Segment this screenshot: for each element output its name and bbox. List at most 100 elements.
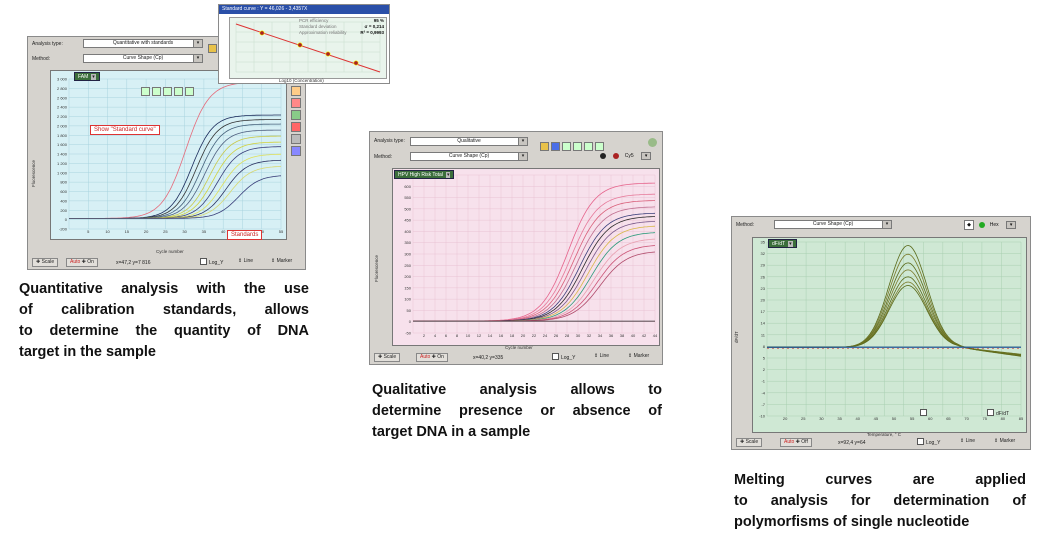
- open-icon[interactable]: [540, 142, 549, 152]
- arrow-icon[interactable]: ◆: [964, 220, 974, 230]
- scale-button[interactable]: ✚ Scale: [32, 258, 59, 267]
- chevron-down-icon[interactable]: ▾: [641, 152, 652, 160]
- channel-color-selector[interactable]: ◆ Hex ▾: [964, 220, 1017, 230]
- caption-line: of calibration standards, allows: [19, 302, 309, 318]
- y-axis-title: Fluorescence: [374, 254, 379, 282]
- y-tick-label: -10: [759, 414, 766, 419]
- line-toggle[interactable]: ⇕ Line: [960, 438, 976, 444]
- inset-x-axis-title: Log10 (Concentration): [279, 78, 324, 83]
- x-tick-label: 80: [1001, 416, 1006, 421]
- log-y-label: Log_Y: [561, 355, 576, 361]
- chart-icon[interactable]: [174, 87, 183, 97]
- table-icon[interactable]: [584, 142, 593, 152]
- cursor-coordinates: x=40,2 y=335: [473, 355, 504, 361]
- grid-icon[interactable]: [573, 142, 582, 152]
- auto-off-button[interactable]: Auto ✚ Off: [780, 438, 812, 447]
- chevron-down-icon[interactable]: ▾: [788, 241, 793, 247]
- y-tick-label: 35: [761, 240, 766, 245]
- channel-selector[interactable]: HPV High Risk Total ▾: [394, 170, 455, 179]
- chevron-down-icon[interactable]: ▾: [91, 74, 96, 80]
- analysis-type-select[interactable]: Qualitative ▾: [410, 137, 528, 146]
- channel-selector[interactable]: dF/dT ▾: [768, 239, 797, 248]
- y-tick-label: 350: [404, 240, 411, 245]
- y-tick-label: 600: [60, 189, 67, 194]
- x-tick-label: 25: [163, 229, 168, 234]
- x-tick-label: 36: [609, 333, 614, 338]
- qualitative-analysis-window: Analysis type: Qualitative ▾ Method: Cur…: [369, 131, 663, 365]
- save-icon[interactable]: [551, 142, 560, 152]
- analysis-type-select[interactable]: Quantitative with standards ▾: [83, 39, 203, 48]
- y-tick-label: 300: [404, 252, 411, 257]
- dot-icon: [613, 152, 620, 159]
- x-tick-label: 8: [456, 333, 459, 338]
- marker-toggle[interactable]: ⇕ Marker: [994, 438, 1016, 444]
- amplification-curve: [69, 175, 282, 219]
- open-icon[interactable]: [208, 44, 217, 54]
- x-tick-label: 10: [466, 333, 471, 338]
- chart-icon[interactable]: [595, 142, 604, 152]
- scale-button[interactable]: ✚ Scale: [736, 438, 763, 447]
- close-icon[interactable]: [185, 87, 194, 97]
- x-tick-label: 4: [434, 333, 437, 338]
- toggle-checkbox[interactable]: [920, 409, 929, 418]
- marker-icon[interactable]: [291, 98, 301, 108]
- caption-line: determine presence or absence of: [372, 403, 662, 419]
- y-tick-label: 550: [404, 195, 411, 200]
- channel-selector[interactable]: FAM ▾: [74, 72, 100, 81]
- line-toggle[interactable]: ⇕ Line: [238, 258, 254, 264]
- x-tick-label: 50: [892, 416, 897, 421]
- x-tick-label: 2: [423, 333, 426, 338]
- print-icon[interactable]: [562, 142, 571, 152]
- chevron-down-icon[interactable]: ▾: [445, 172, 451, 178]
- grid-icon[interactable]: [141, 87, 150, 97]
- settings-icon[interactable]: [648, 138, 657, 147]
- x-tick-label: 45: [874, 416, 879, 421]
- method-select[interactable]: Curve Shape (Cp) ▾: [83, 54, 203, 63]
- x-axis-title: Cycle number: [156, 249, 184, 254]
- x-tick-label: 85: [1019, 416, 1024, 421]
- x-tick-label: 40: [221, 229, 226, 234]
- chevron-down-icon[interactable]: ▾: [193, 55, 202, 62]
- log-y-checkbox[interactable]: Log_Y: [552, 353, 575, 362]
- channel-color-selector[interactable]: Cy5 ▾: [600, 152, 652, 160]
- chevron-down-icon[interactable]: ▾: [518, 153, 527, 160]
- x-tick-label: 20: [144, 229, 149, 234]
- method-label: Method:: [736, 222, 755, 228]
- y-tick-label: 150: [404, 285, 411, 290]
- cy5-label: Cy5: [624, 153, 634, 159]
- auto-on-button[interactable]: Auto ✚ On: [416, 353, 448, 362]
- list-icon[interactable]: [291, 134, 301, 144]
- chevron-down-icon[interactable]: ▾: [882, 221, 891, 228]
- line-label: Line: [243, 258, 254, 264]
- log-y-checkbox[interactable]: Log_Y: [917, 438, 940, 447]
- scale-label: Scale: [383, 354, 397, 360]
- scale-button[interactable]: ✚ Scale: [374, 353, 401, 362]
- channel-label: dF/dT: [772, 241, 786, 247]
- line-toggle[interactable]: ⇕ Line: [594, 353, 610, 359]
- x-tick-label: 20: [783, 416, 788, 421]
- chevron-down-icon[interactable]: ▾: [1006, 221, 1017, 229]
- method-select[interactable]: Curve Shape (Cp) ▾: [774, 220, 892, 229]
- dfdt-checkbox[interactable]: dF/dT: [987, 409, 1009, 418]
- y-tick-label: 2 200: [57, 114, 68, 119]
- chevron-down-icon[interactable]: ▾: [193, 40, 202, 47]
- marker-toggle[interactable]: ⇕ Marker: [628, 353, 650, 359]
- marker-toggle[interactable]: ⇕ Marker: [271, 258, 293, 264]
- info-icon[interactable]: [291, 146, 301, 156]
- stat-row: PCR efficiency 95 %: [299, 18, 384, 24]
- color-icon[interactable]: [291, 110, 301, 120]
- off-label: Off: [801, 439, 808, 445]
- caption-line: to analysis for determination of: [734, 493, 1026, 509]
- log-y-checkbox[interactable]: Log_Y: [200, 258, 223, 267]
- chevron-down-icon[interactable]: ▾: [518, 138, 527, 145]
- table-icon[interactable]: [152, 87, 161, 97]
- method-select[interactable]: Curve Shape (Cp) ▾: [410, 152, 528, 161]
- warning-icon[interactable]: [291, 122, 301, 132]
- y-tick-label: 2 000: [57, 123, 68, 128]
- pointer-icon[interactable]: [291, 86, 301, 96]
- x-tick-label: 65: [946, 416, 951, 421]
- zoom-icon[interactable]: [163, 87, 172, 97]
- auto-on-button[interactable]: Auto ✚ On: [66, 258, 98, 267]
- hex-label: Hex: [989, 222, 999, 228]
- standard-point: [259, 30, 265, 36]
